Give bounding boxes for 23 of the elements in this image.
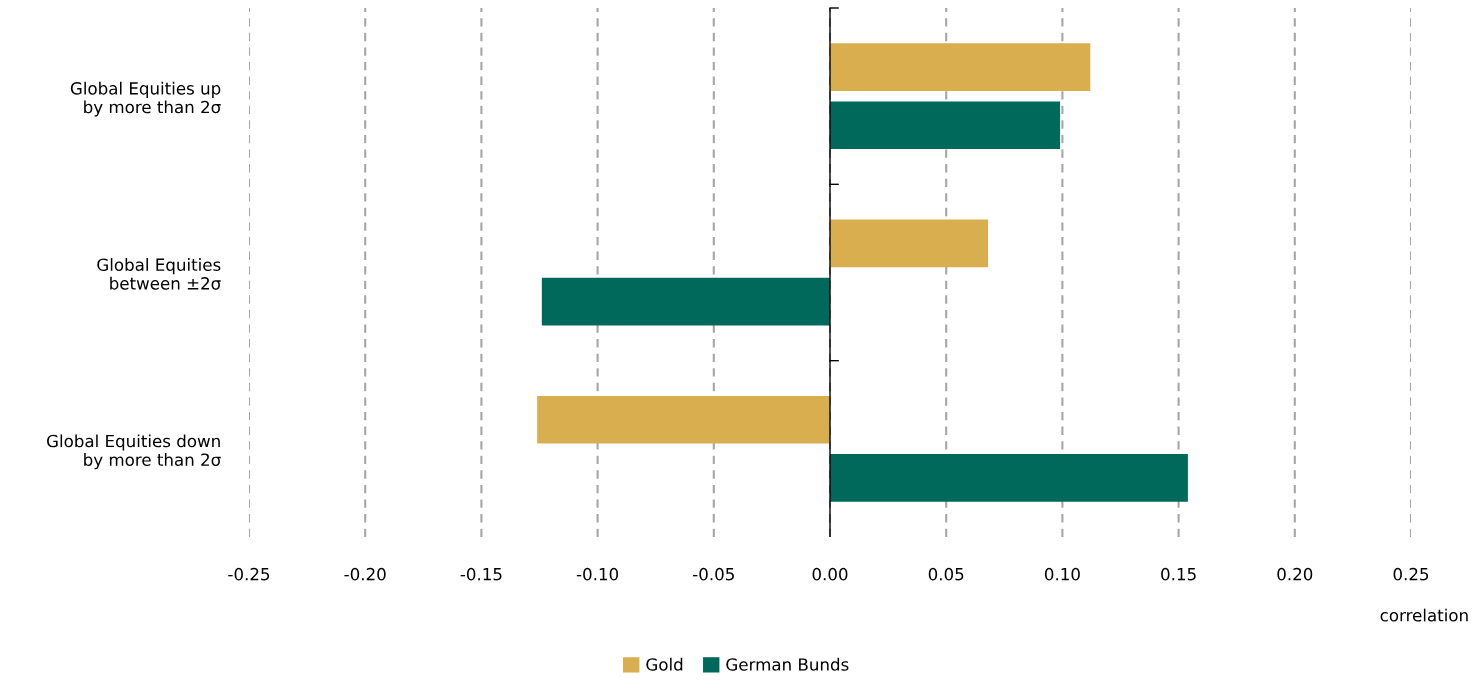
x-tick-label: -0.10 [576,567,619,581]
y-tick-label: Global Equities down by more than 2σ [47,434,221,470]
x-tick-label: 0.05 [928,567,964,581]
legend-label: Gold [646,657,683,671]
y-tick-label: Global Equities between ±2σ [97,258,221,290]
x-tick-label: 0.20 [1277,567,1313,581]
x-tick-label: -0.25 [228,567,270,581]
bar [830,454,1188,502]
x-tick-label: 0.25 [1393,567,1429,581]
y-tick-label: Global Equities up by more than 2σ [70,81,221,117]
x-tick-label: -0.15 [460,567,502,581]
x-tick-label: 0.15 [1161,567,1196,581]
x-tick-label: 0.10 [1044,567,1080,581]
x-tick-label: 0.00 [812,567,848,581]
x-axis-title: correlation [1380,608,1468,622]
bar [541,277,830,326]
legend-label: German Bunds [726,657,849,671]
x-tick-label: -0.05 [693,567,734,581]
bar [830,219,989,268]
bar [830,43,1091,91]
bar [537,395,830,444]
bar [830,101,1061,150]
x-tick-label: -0.20 [344,567,386,581]
